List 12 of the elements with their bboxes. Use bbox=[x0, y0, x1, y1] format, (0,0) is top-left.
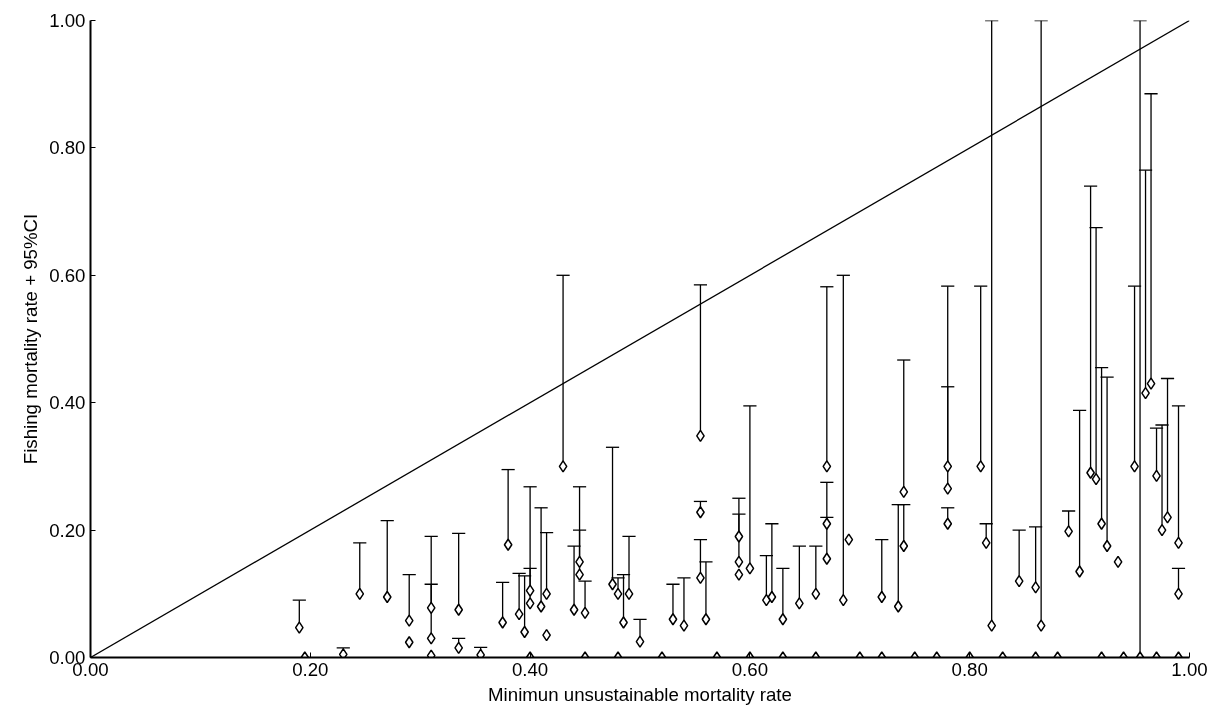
x-tick-label: 0.20 bbox=[292, 658, 329, 680]
y-tick-label: 0.80 bbox=[49, 137, 86, 159]
x-tick-label: 0.60 bbox=[731, 658, 769, 680]
x-tick-label: 1.00 bbox=[1171, 658, 1208, 680]
x-axis-title: Minimun unsustainable mortality rate bbox=[488, 683, 792, 705]
x-tick-label: 0.40 bbox=[511, 658, 549, 680]
y-tick-label: 0.60 bbox=[49, 264, 86, 286]
y-axis-title: Fishing mortality rate + 95%CI bbox=[20, 213, 42, 465]
y-tick-label: 0.40 bbox=[49, 392, 86, 414]
x-tick-label: 0.80 bbox=[951, 658, 988, 680]
y-tick-label: 1.00 bbox=[49, 10, 86, 31]
y-tick-label: 0.20 bbox=[49, 519, 86, 541]
